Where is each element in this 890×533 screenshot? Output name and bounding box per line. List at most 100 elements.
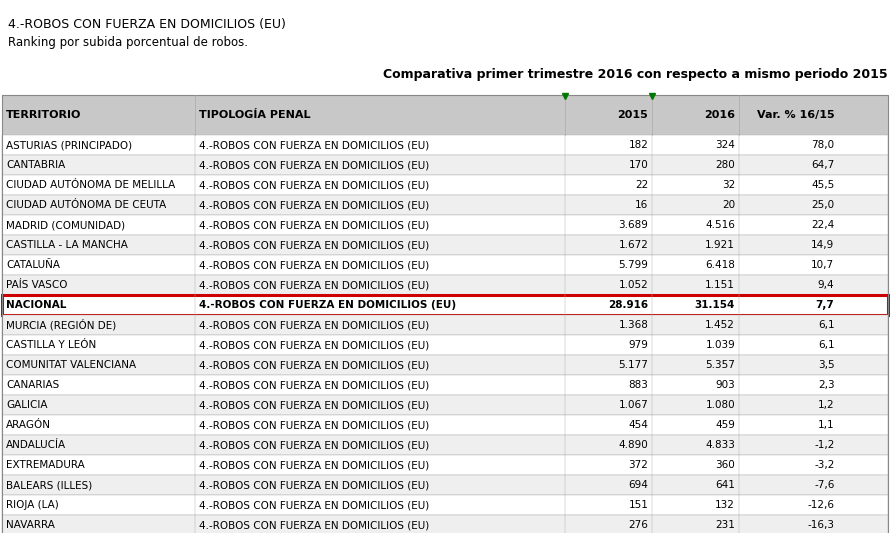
Text: 454: 454 [628, 420, 648, 430]
Text: 9,4: 9,4 [818, 280, 835, 290]
Bar [2, 375, 888, 395]
Text: 151: 151 [628, 500, 648, 510]
Bar [2, 495, 888, 515]
Bar [2, 455, 888, 475]
Text: 1.039: 1.039 [706, 340, 735, 350]
Bar [2, 135, 888, 155]
Text: 2016: 2016 [704, 110, 735, 120]
Text: 324: 324 [716, 140, 735, 150]
Text: CANTABRIA: CANTABRIA [6, 160, 65, 170]
Text: 7,7: 7,7 [815, 300, 835, 310]
Text: 5.799: 5.799 [619, 260, 648, 270]
Text: 4.-ROBOS CON FUERZA EN DOMICILIOS (EU): 4.-ROBOS CON FUERZA EN DOMICILIOS (EU) [199, 220, 429, 230]
Text: 170: 170 [628, 160, 648, 170]
Text: 6,1: 6,1 [818, 340, 835, 350]
Text: 4.-ROBOS CON FUERZA EN DOMICILIOS (EU): 4.-ROBOS CON FUERZA EN DOMICILIOS (EU) [199, 320, 429, 330]
Text: MURCIA (REGIÓN DE): MURCIA (REGIÓN DE) [6, 319, 117, 331]
Text: -16,3: -16,3 [807, 520, 835, 530]
Bar [2, 195, 888, 215]
Text: 231: 231 [716, 520, 735, 530]
Text: 4.-ROBOS CON FUERZA EN DOMICILIOS (EU): 4.-ROBOS CON FUERZA EN DOMICILIOS (EU) [199, 380, 429, 390]
Text: RIOJA (LA): RIOJA (LA) [6, 500, 59, 510]
Text: CIUDAD AUTÓNOMA DE MELILLA: CIUDAD AUTÓNOMA DE MELILLA [6, 180, 175, 190]
Text: 1,1: 1,1 [818, 420, 835, 430]
Text: 4.-ROBOS CON FUERZA EN DOMICILIOS (EU): 4.-ROBOS CON FUERZA EN DOMICILIOS (EU) [199, 280, 429, 290]
Text: Var. % 16/15: Var. % 16/15 [756, 110, 835, 120]
Bar [2, 155, 888, 175]
Text: ASTURIAS (PRINCIPADO): ASTURIAS (PRINCIPADO) [6, 140, 132, 150]
Text: ARAGÓN: ARAGÓN [6, 420, 51, 430]
Text: 1.368: 1.368 [619, 320, 648, 330]
Bar [2, 295, 888, 315]
Text: 4.-ROBOS CON FUERZA EN DOMICILIOS (EU): 4.-ROBOS CON FUERZA EN DOMICILIOS (EU) [199, 140, 429, 150]
Text: TIPOLOGÍA PENAL: TIPOLOGÍA PENAL [199, 110, 311, 120]
Bar [2, 175, 888, 195]
Text: 4.-ROBOS CON FUERZA EN DOMICILIOS (EU): 4.-ROBOS CON FUERZA EN DOMICILIOS (EU) [199, 400, 429, 410]
Text: 4.-ROBOS CON FUERZA EN DOMICILIOS (EU): 4.-ROBOS CON FUERZA EN DOMICILIOS (EU) [199, 160, 429, 170]
Text: 4.-ROBOS CON FUERZA EN DOMICILIOS (EU): 4.-ROBOS CON FUERZA EN DOMICILIOS (EU) [199, 480, 429, 490]
Text: 4.-ROBOS CON FUERZA EN DOMICILIOS (EU): 4.-ROBOS CON FUERZA EN DOMICILIOS (EU) [199, 240, 429, 250]
Text: 883: 883 [628, 380, 648, 390]
Text: 4.-ROBOS CON FUERZA EN DOMICILIOS (EU): 4.-ROBOS CON FUERZA EN DOMICILIOS (EU) [8, 18, 286, 31]
Text: Ranking por subida porcentual de robos.: Ranking por subida porcentual de robos. [8, 36, 248, 49]
Text: CATALUÑA: CATALUÑA [6, 260, 60, 270]
Text: NAVARRA: NAVARRA [6, 520, 55, 530]
Text: 903: 903 [716, 380, 735, 390]
Text: 182: 182 [628, 140, 648, 150]
Text: 4.-ROBOS CON FUERZA EN DOMICILIOS (EU): 4.-ROBOS CON FUERZA EN DOMICILIOS (EU) [199, 360, 429, 370]
Text: CASTILLA - LA MANCHA: CASTILLA - LA MANCHA [6, 240, 128, 250]
Text: 979: 979 [628, 340, 648, 350]
Text: NACIONAL: NACIONAL [6, 300, 67, 310]
Text: 4.-ROBOS CON FUERZA EN DOMICILIOS (EU): 4.-ROBOS CON FUERZA EN DOMICILIOS (EU) [199, 420, 429, 430]
Bar [2, 355, 888, 375]
Text: CIUDAD AUTÓNOMA DE CEUTA: CIUDAD AUTÓNOMA DE CEUTA [6, 200, 166, 210]
Text: 4.-ROBOS CON FUERZA EN DOMICILIOS (EU): 4.-ROBOS CON FUERZA EN DOMICILIOS (EU) [199, 500, 429, 510]
Text: 4.-ROBOS CON FUERZA EN DOMICILIOS (EU): 4.-ROBOS CON FUERZA EN DOMICILIOS (EU) [199, 340, 429, 350]
Text: 6.418: 6.418 [705, 260, 735, 270]
Bar [2, 435, 888, 455]
Text: 1.672: 1.672 [619, 240, 648, 250]
Text: 4.-ROBOS CON FUERZA EN DOMICILIOS (EU): 4.-ROBOS CON FUERZA EN DOMICILIOS (EU) [199, 520, 429, 530]
Text: 2015: 2015 [618, 110, 648, 120]
Text: 22: 22 [635, 180, 648, 190]
Bar [2, 335, 888, 355]
Text: 1.067: 1.067 [619, 400, 648, 410]
Text: 276: 276 [628, 520, 648, 530]
Text: 14,9: 14,9 [811, 240, 835, 250]
Text: 5.177: 5.177 [619, 360, 648, 370]
Bar [2, 395, 888, 415]
Text: 4.-ROBOS CON FUERZA EN DOMICILIOS (EU): 4.-ROBOS CON FUERZA EN DOMICILIOS (EU) [199, 460, 429, 470]
Text: 1.452: 1.452 [705, 320, 735, 330]
Text: 360: 360 [716, 460, 735, 470]
Bar [2, 95, 888, 533]
Text: 280: 280 [716, 160, 735, 170]
Text: 25,0: 25,0 [812, 200, 835, 210]
Text: EXTREMADURA: EXTREMADURA [6, 460, 85, 470]
Text: 78,0: 78,0 [812, 140, 835, 150]
Text: 2,3: 2,3 [818, 380, 835, 390]
Text: 372: 372 [628, 460, 648, 470]
Bar [2, 95, 888, 135]
Text: 4.-ROBOS CON FUERZA EN DOMICILIOS (EU): 4.-ROBOS CON FUERZA EN DOMICILIOS (EU) [199, 180, 429, 190]
Bar [2, 275, 888, 295]
Bar [2, 415, 888, 435]
Text: 16: 16 [635, 200, 648, 210]
Text: ANDALUCÍA: ANDALUCÍA [6, 440, 66, 450]
Text: 132: 132 [716, 500, 735, 510]
Text: 32: 32 [722, 180, 735, 190]
Bar [2, 235, 888, 255]
Text: 1.921: 1.921 [705, 240, 735, 250]
Text: 4.-ROBOS CON FUERZA EN DOMICILIOS (EU): 4.-ROBOS CON FUERZA EN DOMICILIOS (EU) [199, 260, 429, 270]
Text: CASTILLA Y LEÓN: CASTILLA Y LEÓN [6, 340, 96, 350]
Text: 1.080: 1.080 [706, 400, 735, 410]
Bar [2, 475, 888, 495]
Bar [2, 215, 888, 235]
Bar [2, 295, 888, 315]
Text: BALEARS (ILLES): BALEARS (ILLES) [6, 480, 93, 490]
Text: 64,7: 64,7 [811, 160, 835, 170]
Text: 459: 459 [716, 420, 735, 430]
Bar [2, 515, 888, 533]
Text: TERRITORIO: TERRITORIO [6, 110, 81, 120]
Text: PAÍS VASCO: PAÍS VASCO [6, 280, 68, 290]
Text: -3,2: -3,2 [814, 460, 835, 470]
